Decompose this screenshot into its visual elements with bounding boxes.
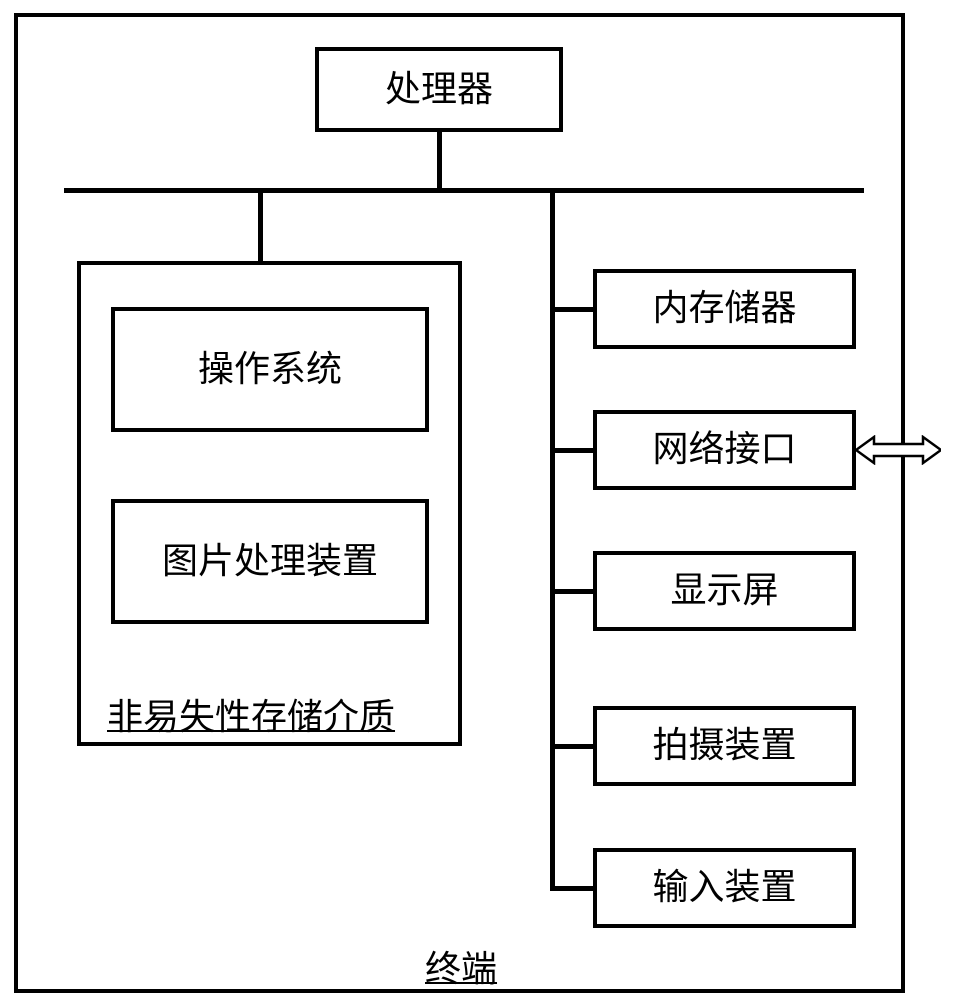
storage-stem xyxy=(258,193,263,261)
connector-line xyxy=(550,886,593,891)
bus-horizontal xyxy=(64,188,864,193)
processor-label: 处理器 xyxy=(385,70,493,110)
storage-label: 非易失性存储介质 xyxy=(107,688,395,740)
os-box: 操作系统 xyxy=(111,307,429,432)
img-proc-box: 图片处理装置 xyxy=(111,499,429,624)
double-arrow-icon xyxy=(856,435,941,465)
os-label: 操作系统 xyxy=(198,350,342,390)
terminal-label: 终端 xyxy=(425,940,497,992)
img-proc-label: 图片处理装置 xyxy=(162,542,378,582)
component-label: 输入装置 xyxy=(652,868,796,908)
right-stem xyxy=(550,193,555,888)
component-label: 内存储器 xyxy=(652,289,796,329)
connector-line xyxy=(550,589,593,594)
component-box: 显示屏 xyxy=(593,551,856,631)
component-label: 显示屏 xyxy=(670,571,778,611)
component-label: 拍摄装置 xyxy=(652,726,796,766)
processor-box: 处理器 xyxy=(315,47,563,132)
component-box: 网络接口 xyxy=(593,410,856,490)
connector-line xyxy=(550,744,593,749)
component-box: 拍摄装置 xyxy=(593,706,856,786)
connector-line xyxy=(550,307,593,312)
component-label: 网络接口 xyxy=(652,430,796,470)
connector-line xyxy=(550,448,593,453)
bus-stem xyxy=(437,132,442,188)
component-box: 输入装置 xyxy=(593,848,856,928)
component-box: 内存储器 xyxy=(593,269,856,349)
